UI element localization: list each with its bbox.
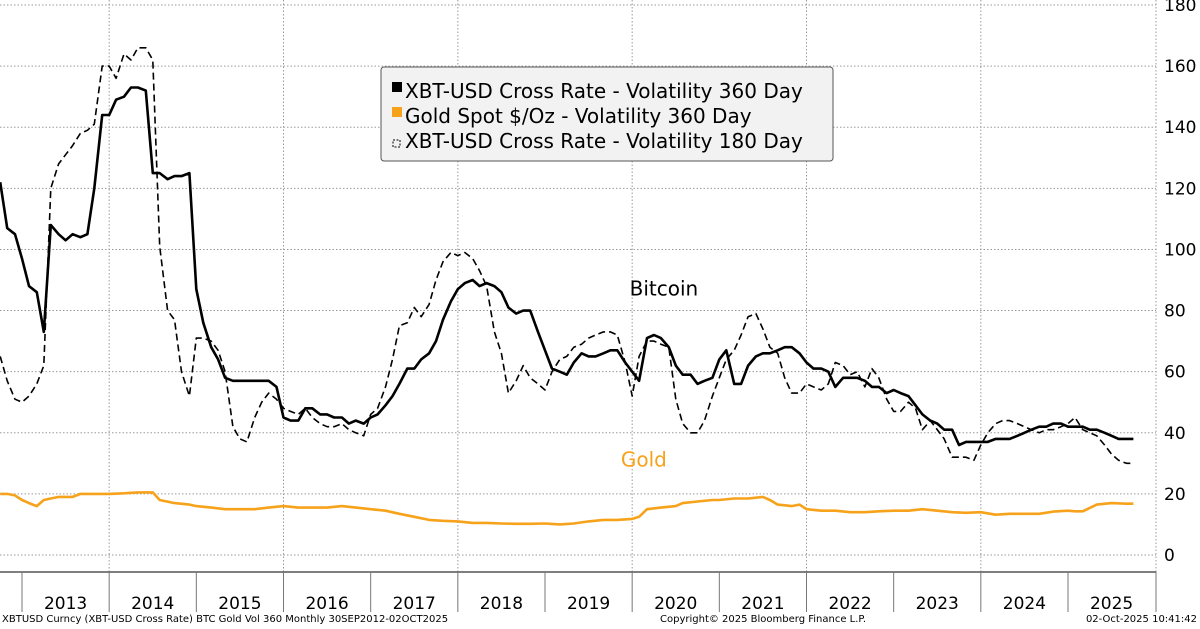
legend-box <box>380 66 834 162</box>
y-tick-label: 60 <box>1164 363 1186 383</box>
footer-timestamp: 02-Oct-2025 10:41:42 <box>1085 614 1197 625</box>
x-tick-label: 2013 <box>44 594 87 614</box>
annotation-gold: Gold <box>621 447 667 471</box>
annotation-bitcoin: Bitcoin <box>630 276 699 300</box>
y-tick-label: 180 <box>1164 0 1196 16</box>
y-tick-label: 80 <box>1164 302 1186 322</box>
footer-copyright: Copyright© 2025 Bloomberg Finance L.P. <box>660 614 867 625</box>
legend: XBT-USD Cross Rate - Volatility 360 Day … <box>380 66 834 162</box>
y-tick-label: 0 <box>1164 546 1175 566</box>
legend-label-btc-360: XBT-USD Cross Rate - Volatility 360 Day <box>405 79 803 103</box>
legend-label-btc-180: XBT-USD Cross Rate - Volatility 180 Day <box>405 129 803 153</box>
y-tick-label: 100 <box>1164 240 1196 260</box>
y-tick-label: 20 <box>1164 485 1186 505</box>
x-tick-label: 2016 <box>305 594 348 614</box>
y-tick-label: 140 <box>1164 118 1196 138</box>
x-tick-label: 2024 <box>1003 594 1046 614</box>
series-line-gold-360 <box>0 491 1134 526</box>
x-tick-label: 2022 <box>828 594 871 614</box>
legend-swatch-btc-360 <box>392 82 402 92</box>
legend-swatch-btc-180 <box>392 139 401 148</box>
y-tick-label: 120 <box>1164 179 1196 199</box>
footer-source: XBTUSD Curncy (XBT-USD Cross Rate) BTC G… <box>2 614 449 625</box>
legend-swatch-gold-360 <box>392 107 402 117</box>
y-tick-label: 160 <box>1164 57 1196 77</box>
legend-label-gold-360: Gold Spot $/Oz - Volatility 360 Day <box>405 104 752 128</box>
x-tick-label: 2019 <box>567 594 610 614</box>
x-tick-label: 2015 <box>218 594 261 614</box>
x-axis: 2013 2014 2015 2016 2017 2018 2019 2020 2021 2022… <box>0 571 1157 614</box>
x-tick-label: 2023 <box>916 594 959 614</box>
x-tick-label: 2017 <box>393 594 436 614</box>
y-tick-label: 40 <box>1164 424 1186 444</box>
x-tick-label: 2021 <box>741 594 784 614</box>
y-axis: 0 20 40 60 80 100 120 140 160 180 <box>1164 0 1196 566</box>
series-line-btc-180 <box>0 47 1134 465</box>
x-tick-label: 2020 <box>654 594 697 614</box>
x-tick-label: 2025 <box>1090 594 1133 614</box>
x-tick-label: 2014 <box>131 594 174 614</box>
x-tick-label: 2018 <box>480 594 523 614</box>
annotations: Bitcoin Gold <box>621 276 698 471</box>
series-line-btc-360 <box>0 86 1134 447</box>
series-layer <box>0 47 1134 526</box>
